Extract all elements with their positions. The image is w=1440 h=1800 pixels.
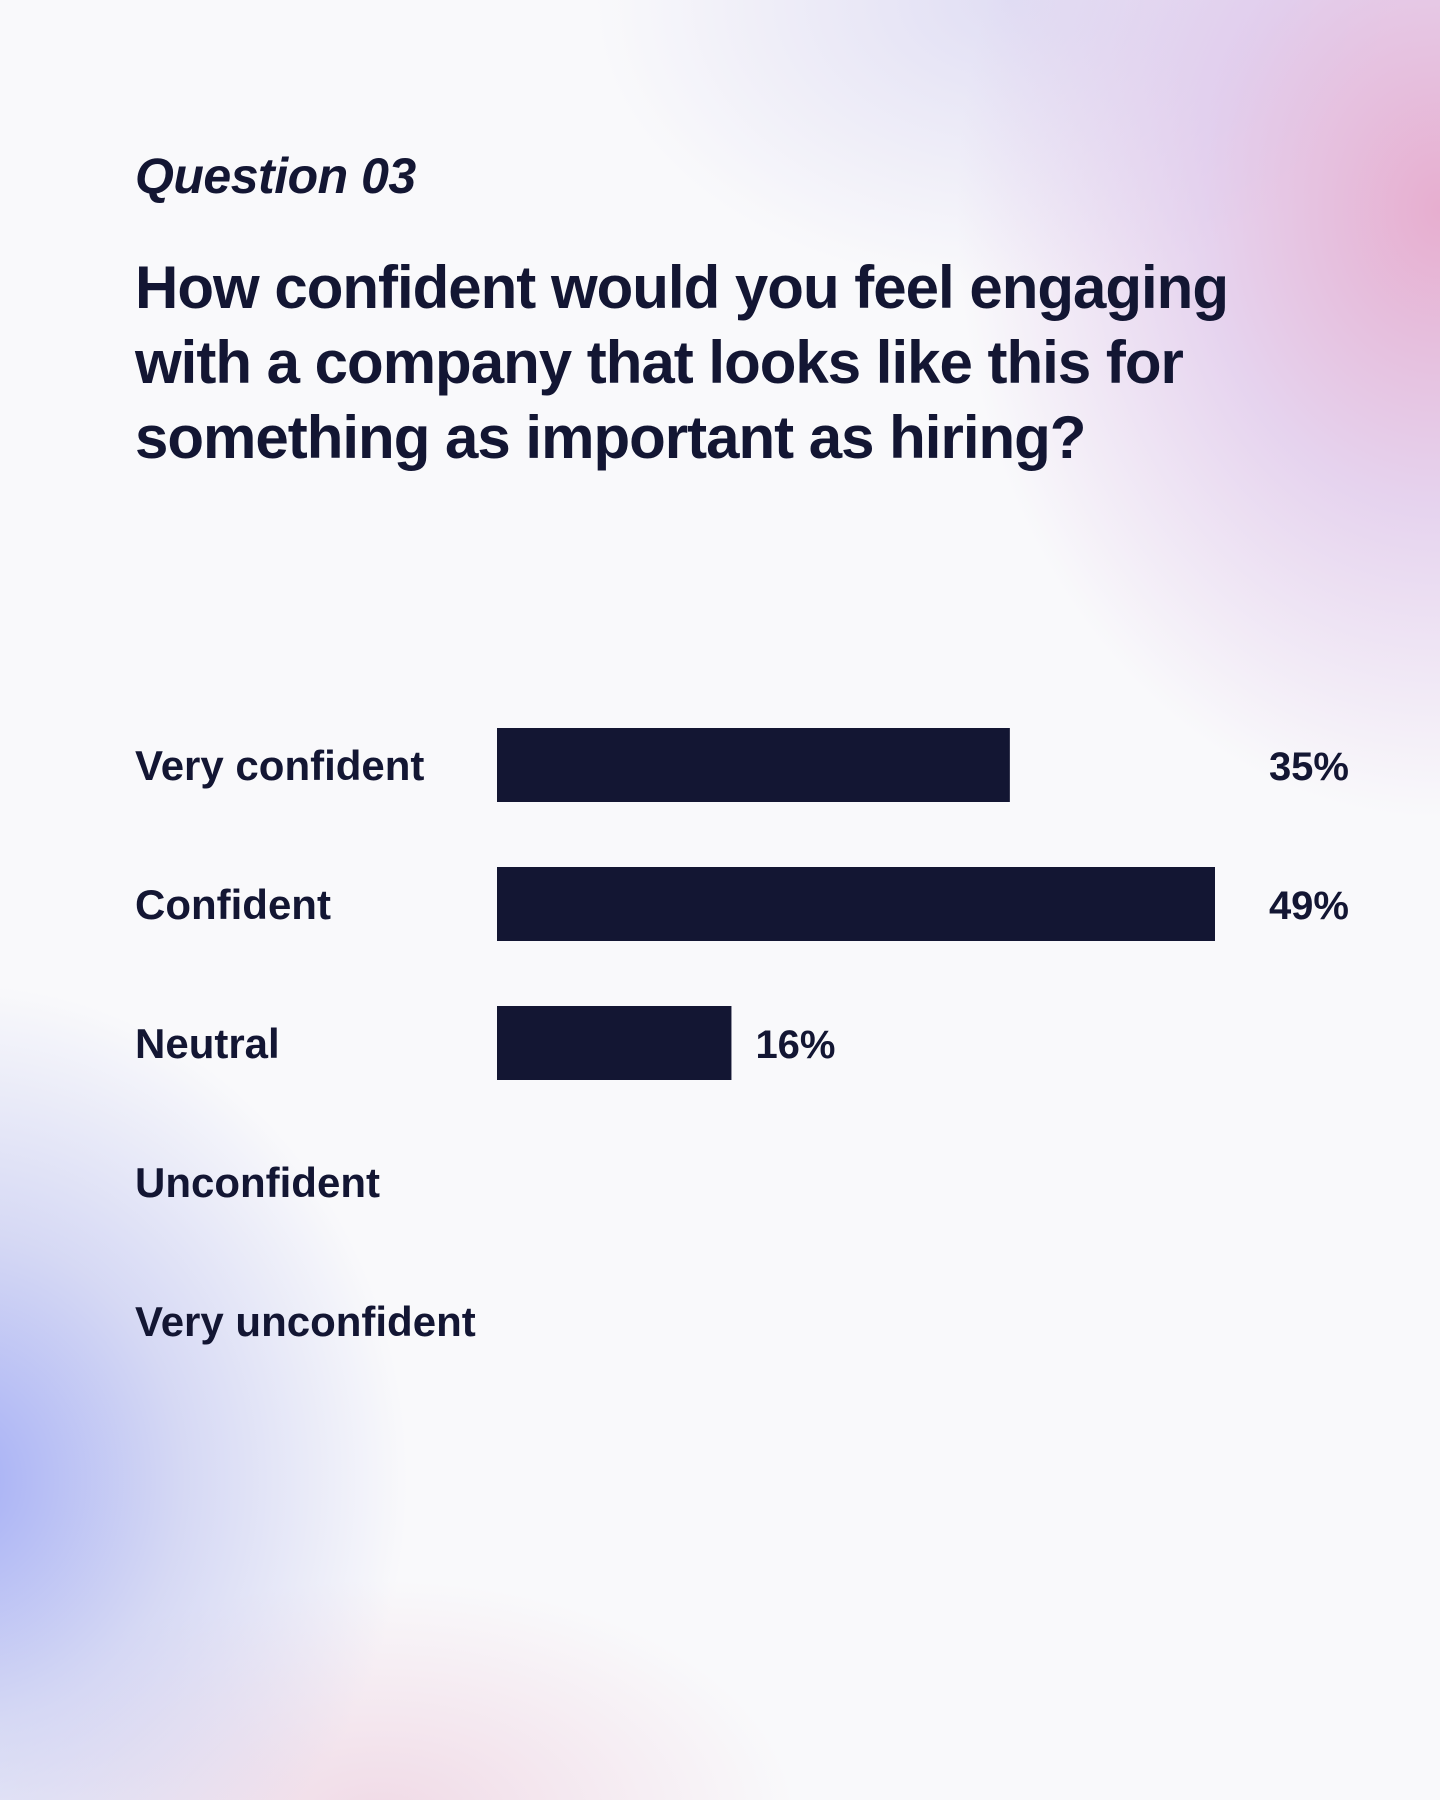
question-text: How confident would you feel engaging wi… [135,254,1229,471]
value-label: 49% [1269,884,1349,928]
question-number: Question 03 [135,148,416,204]
bar [497,867,1215,941]
bar [497,728,1010,802]
category-label: Unconfident [135,1159,380,1206]
category-label: Very unconfident [135,1298,476,1345]
category-label: Very confident [135,742,424,789]
value-label: 35% [1269,745,1349,789]
category-label: Confident [135,881,331,928]
bar [497,1006,732,1080]
category-label: Neutral [135,1020,280,1067]
value-label: 16% [755,1023,835,1067]
